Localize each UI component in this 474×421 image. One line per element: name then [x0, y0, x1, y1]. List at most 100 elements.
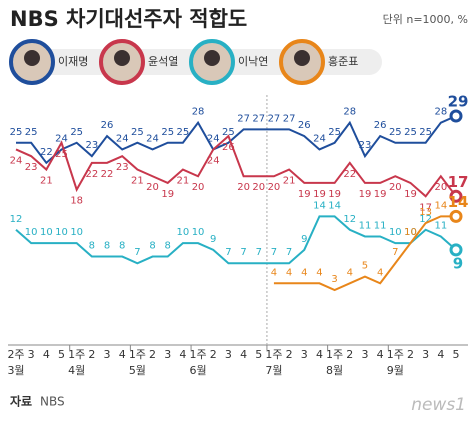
x-tick-label: 1주	[68, 348, 85, 361]
series-line	[273, 215, 456, 292]
value-label: 27	[252, 113, 265, 124]
x-tick-label: 4	[43, 348, 50, 361]
value-label: 8	[165, 241, 171, 252]
x-tick-label: 5	[255, 348, 262, 361]
x-tick-label: 4	[316, 348, 323, 361]
value-label: 18	[70, 196, 83, 207]
series-line	[15, 134, 457, 198]
source: NBS	[40, 395, 65, 409]
value-label: 8	[149, 241, 155, 252]
value-label: 20	[434, 182, 447, 193]
x-tick-label: 5	[453, 348, 460, 361]
series-line	[16, 115, 457, 165]
x-tick-label: 2	[286, 348, 293, 361]
value-label: 7	[286, 247, 292, 258]
x-tick-label: 1주	[326, 348, 343, 361]
x-tick-label: 3	[422, 348, 429, 361]
value-label: 23	[359, 140, 372, 151]
x-tick-label: 1주	[265, 348, 282, 361]
x-tick-label: 4	[437, 348, 444, 361]
value-label: 25	[389, 127, 402, 138]
value-label: 11	[434, 220, 447, 231]
value-label: 25	[131, 127, 144, 138]
value-label: 9	[301, 234, 307, 245]
x-tick-label: 2	[88, 348, 95, 361]
value-label: 25	[177, 127, 190, 138]
value-label: 21	[40, 176, 53, 187]
x-tick-label: 5	[58, 348, 65, 361]
month-label: 7월	[265, 364, 282, 377]
value-label: 19	[313, 189, 326, 200]
value-label: 20	[192, 182, 205, 193]
legend-label: 윤석열	[148, 55, 178, 68]
value-label: 4	[316, 267, 322, 278]
value-label: 4	[301, 267, 307, 278]
value-label: 20	[268, 182, 281, 193]
value-label: 25	[25, 127, 38, 138]
value-label: 11	[359, 220, 372, 231]
value-label: 10	[40, 227, 53, 238]
chart-title: NBS 차기대선주자 적합도	[10, 7, 247, 31]
value-label: 7	[225, 247, 231, 258]
value-label: 23	[116, 162, 129, 173]
value-label: 4	[347, 267, 353, 278]
value-label: 22	[40, 147, 53, 158]
x-tick-label: 1주	[190, 348, 207, 361]
value-label: 20	[389, 182, 402, 193]
value-label: 26	[374, 120, 387, 131]
end-marker	[449, 243, 463, 257]
legend: 이재명 윤석열 이낙연 홍준표	[9, 39, 382, 85]
value-label: 7	[392, 247, 398, 258]
value-label: 10	[177, 227, 190, 238]
value-label: 7	[134, 247, 140, 258]
value-label: 27	[268, 113, 281, 124]
value-label: 4	[377, 267, 383, 278]
series-line	[15, 215, 457, 265]
month-label: 4월	[68, 364, 85, 377]
legend-portrait-head	[114, 50, 130, 66]
x-tick-label: 2	[210, 348, 217, 361]
value-label: 10	[404, 227, 417, 238]
value-label: 25	[222, 127, 235, 138]
value-label: 10	[192, 227, 205, 238]
value-label: 3	[331, 274, 337, 285]
value-label: 9	[210, 234, 216, 245]
value-label: 22	[85, 169, 98, 180]
value-label: 8	[104, 241, 110, 252]
end-marker	[449, 189, 463, 203]
x-tick-label: 2주	[7, 348, 24, 361]
value-label: 21	[131, 176, 144, 187]
value-label: 24	[146, 133, 159, 144]
value-label: 19	[298, 189, 311, 200]
value-label: 20	[237, 182, 250, 193]
source-label: 자료	[10, 394, 32, 409]
value-label: 10	[389, 227, 402, 238]
value-label: 25	[419, 127, 432, 138]
chart-subtitle: 단위 n=1000, %	[383, 13, 468, 26]
x-tick-label: 1주	[129, 348, 146, 361]
value-label: 10	[25, 227, 38, 238]
value-label: 4	[286, 267, 292, 278]
x-tick-label: 3	[104, 348, 111, 361]
month-label: 9월	[387, 364, 404, 377]
value-label: 11	[374, 220, 387, 231]
value-label: 19	[161, 189, 174, 200]
x-tick-label: 1주	[387, 348, 404, 361]
value-label: 5	[362, 261, 368, 272]
end-label: 29	[448, 93, 469, 111]
legend-portrait-head	[204, 50, 220, 66]
value-label: 25	[70, 127, 83, 138]
value-label: 17	[419, 202, 432, 213]
end-marker	[449, 209, 463, 223]
value-label: 19	[404, 189, 417, 200]
value-label: 28	[434, 107, 447, 118]
x-tick-label: 4	[240, 348, 247, 361]
value-label: 28	[192, 107, 205, 118]
x-tick-label: 4	[377, 348, 384, 361]
value-label: 24	[55, 133, 68, 144]
value-label: 14	[313, 200, 326, 211]
month-label: 8월	[326, 364, 343, 377]
value-label: 26	[298, 120, 311, 131]
x-tick-label: 2	[407, 348, 414, 361]
legend-label: 이낙연	[238, 55, 268, 68]
